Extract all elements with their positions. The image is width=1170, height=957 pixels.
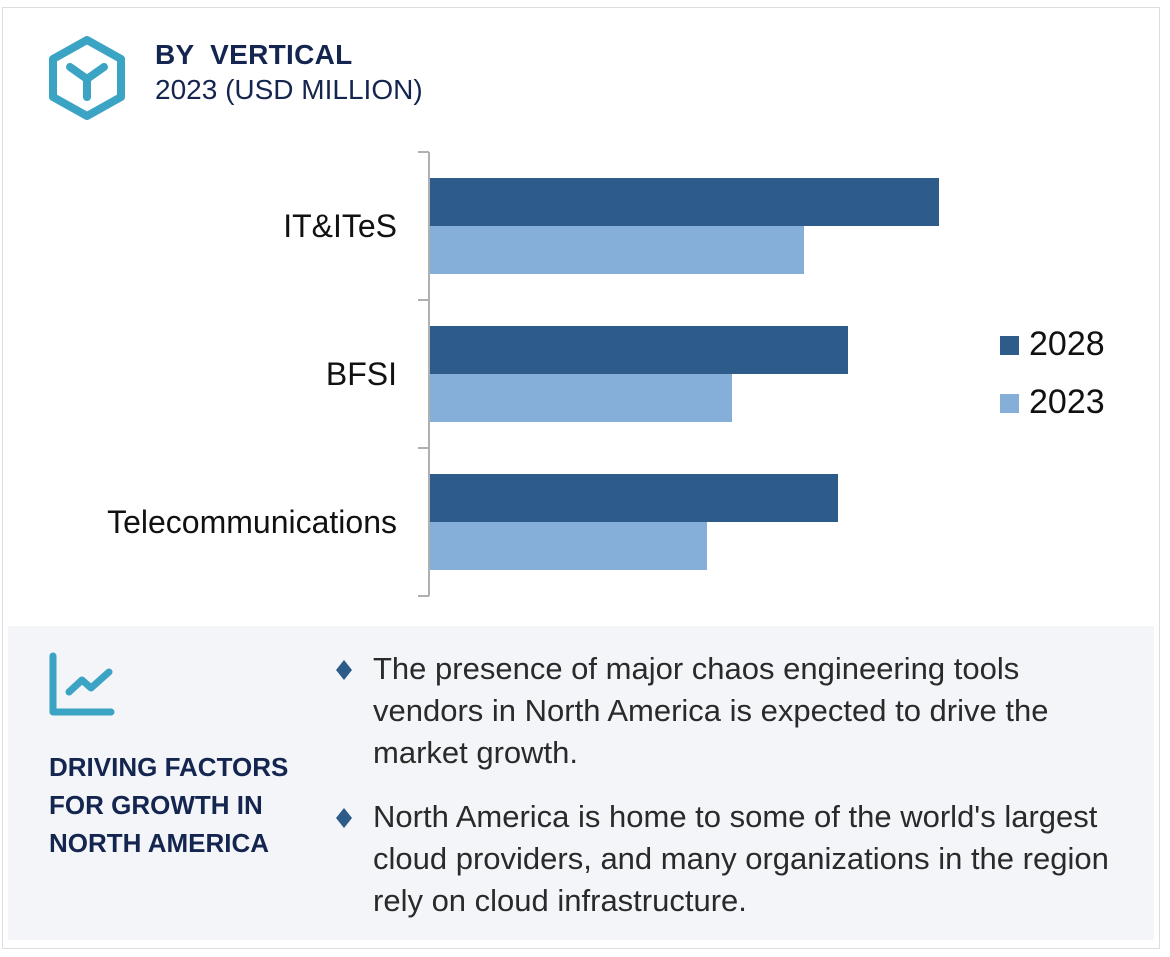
- category-label: Telecommunications: [107, 504, 397, 540]
- bar-2028-0: [430, 178, 939, 226]
- legend-swatch-2023: [1000, 394, 1019, 413]
- category-label: IT&ITeS: [283, 208, 397, 244]
- bullet-text: North America is home to some of the wor…: [373, 799, 1109, 918]
- line-chart-icon: [49, 652, 115, 716]
- bullet-item: North America is home to some of the wor…: [333, 796, 1133, 922]
- driving-factors-panel: [8, 626, 1154, 940]
- panel-title: DRIVING FACTORS FOR GROWTH IN NORTH AMER…: [49, 752, 289, 858]
- bar-2028-2: [430, 474, 838, 522]
- bar-2023-2: [430, 522, 707, 570]
- bullet-item: The presence of major chaos engineering …: [333, 648, 1133, 774]
- diamond-bullet-icon: [336, 660, 352, 680]
- bullet-text: The presence of major chaos engineering …: [373, 651, 1049, 770]
- category-label: BFSI: [326, 356, 397, 392]
- chart-title: BY VERTICAL: [155, 39, 353, 70]
- bar-chart: IT&ITeS BFSI Telecommunications 2028 2023: [107, 151, 1105, 597]
- legend-label: 2023: [1029, 383, 1105, 421]
- bar-2028-1: [430, 326, 848, 374]
- bullet-list: The presence of major chaos engineering …: [333, 648, 1133, 944]
- legend-swatch-2028: [1000, 336, 1019, 355]
- bar-2023-0: [430, 226, 804, 274]
- chart-subtitle: 2023 (USD MILLION): [155, 74, 423, 105]
- legend-label: 2028: [1029, 325, 1105, 363]
- hexagon-y-icon: [49, 36, 125, 120]
- diamond-bullet-icon: [336, 808, 352, 828]
- bar-2023-1: [430, 374, 732, 422]
